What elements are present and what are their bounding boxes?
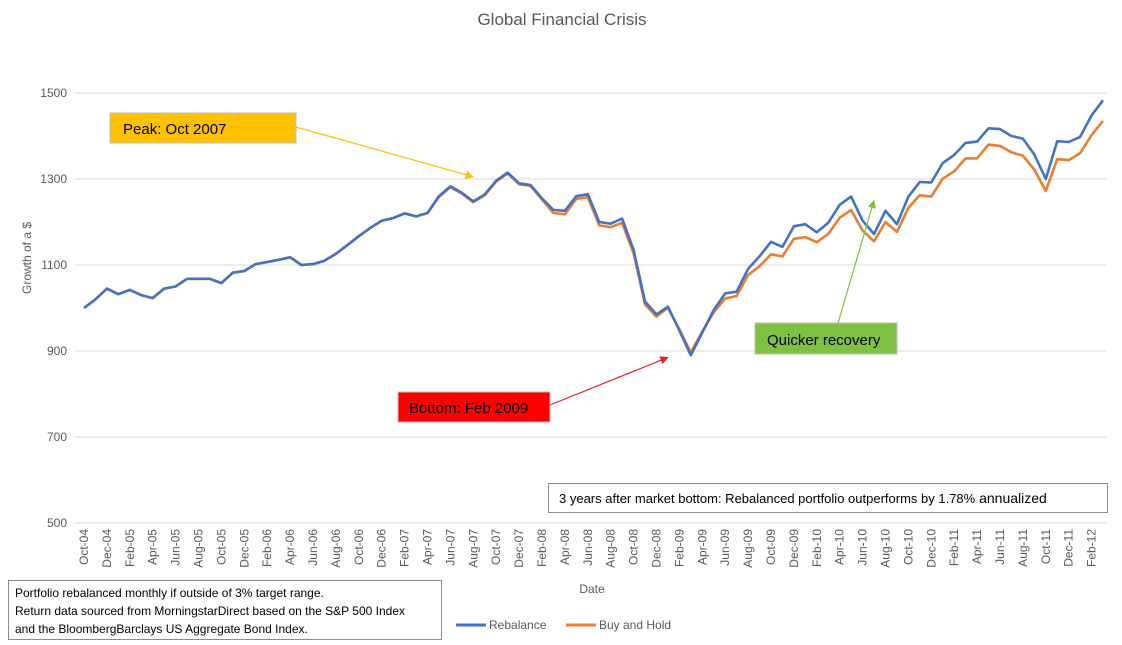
annotation-box xyxy=(109,112,297,144)
note-line-1: Portfolio rebalanced monthly if outside … xyxy=(15,586,324,600)
x-tick-label: Apr-10 xyxy=(833,529,847,565)
x-tick-label: Oct-09 xyxy=(764,529,778,565)
x-tick-label: Feb-09 xyxy=(672,529,686,567)
x-tick-label: Jun-09 xyxy=(718,529,732,566)
x-tick-label: Feb-08 xyxy=(535,529,549,567)
chart-title: Global Financial Crisis xyxy=(477,10,646,29)
y-tick-label: 500 xyxy=(47,516,67,530)
x-tick-label: Oct-08 xyxy=(627,529,641,565)
x-tick-label: Apr-05 xyxy=(146,529,160,565)
annotation-box xyxy=(754,322,898,355)
y-axis-ticks: 500 700 900 1100 1300 1500 xyxy=(40,86,67,530)
x-tick-label: Oct-04 xyxy=(77,529,91,565)
x-axis-label: Date xyxy=(579,582,605,596)
x-tick-label: Dec-08 xyxy=(649,529,663,568)
x-tick-label: Apr-07 xyxy=(420,529,434,565)
note-line-2: Return data sourced from MorningstarDire… xyxy=(15,604,405,618)
x-tick-label: Jun-10 xyxy=(856,529,870,566)
y-tick-label: 700 xyxy=(47,430,67,444)
x-tick-label: Feb-11 xyxy=(947,529,961,566)
x-tick-label: Dec-09 xyxy=(787,529,801,568)
note-line-3: and the BloombergBarclays US Aggregate B… xyxy=(15,622,308,636)
x-tick-label: Dec-10 xyxy=(924,529,938,568)
y-axis-label: Growth of a $ xyxy=(20,222,34,294)
x-tick-label: Feb-10 xyxy=(810,529,824,567)
annotation-box xyxy=(397,391,551,423)
x-tick-label: Aug-09 xyxy=(741,529,755,568)
y-tick-label: 1100 xyxy=(41,258,67,272)
legend: Rebalance Buy and Hold xyxy=(456,618,671,632)
x-tick-label: Feb-05 xyxy=(123,529,137,567)
gridlines xyxy=(75,92,1106,524)
x-tick-label: Oct-11 xyxy=(1039,529,1053,564)
x-tick-label: Oct-10 xyxy=(901,529,915,565)
annotation-arrow xyxy=(295,126,475,179)
x-tick-label: Dec-07 xyxy=(512,529,526,568)
x-tick-label: Jun-07 xyxy=(443,529,457,566)
annotation-arrow xyxy=(549,356,669,406)
series-lines xyxy=(83,99,1105,357)
x-tick-label: Jun-06 xyxy=(306,529,320,566)
annotation-arrow xyxy=(837,199,876,324)
x-tick-label: Jun-11 xyxy=(993,529,1007,565)
annotation-label: Bottom: Feb 2009 xyxy=(409,400,528,417)
legend-label: Rebalance xyxy=(489,618,547,632)
x-tick-label: Apr-08 xyxy=(558,529,572,565)
y-tick-label: 1300 xyxy=(40,172,67,186)
annotation-label: Quicker recovery xyxy=(767,332,881,349)
x-tick-label: Jun-05 xyxy=(169,529,183,566)
summary-suffix: annualized xyxy=(975,490,1047,506)
y-tick-label: 1500 xyxy=(40,86,67,100)
x-tick-label: Aug-05 xyxy=(191,529,205,568)
annotation-label: Peak: Oct 2007 xyxy=(123,121,226,138)
x-tick-label: Aug-06 xyxy=(329,529,343,568)
x-tick-label: Dec-11 xyxy=(1062,529,1076,567)
annotations: Peak: Oct 2007 Bottom: Feb 2009 Quicker re… xyxy=(109,112,898,423)
x-tick-label: Jun-08 xyxy=(581,529,595,566)
legend-label: Buy and Hold xyxy=(599,618,671,632)
x-tick-label: Aug-07 xyxy=(466,529,480,568)
x-tick-label: Dec-06 xyxy=(375,529,389,568)
x-axis-ticks: Oct-04 Dec-04 Feb-05 Apr-05 Jun-05 Aug-05 Oct-… xyxy=(77,529,1099,568)
series-line-buy-and-hold xyxy=(83,120,1105,354)
summary-text: 3 years after market bottom: Rebalanced … xyxy=(559,491,976,506)
x-tick-label: Feb-06 xyxy=(260,529,274,567)
x-tick-label: Oct-05 xyxy=(214,529,228,565)
x-tick-label: Apr-06 xyxy=(283,529,297,565)
x-tick-label: Feb-12 xyxy=(1085,529,1099,567)
x-tick-label: Apr-09 xyxy=(695,529,709,565)
y-tick-label: 900 xyxy=(47,344,67,358)
x-tick-label: Aug-08 xyxy=(604,529,618,568)
x-tick-label: Dec-05 xyxy=(237,529,251,568)
x-tick-label: Oct-07 xyxy=(489,529,503,565)
x-tick-label: Apr-11 xyxy=(970,529,984,564)
x-tick-label: Feb-07 xyxy=(398,529,412,567)
x-tick-label: Aug-11 xyxy=(1016,529,1030,567)
x-tick-label: Aug-10 xyxy=(878,529,892,568)
series-line-rebalance xyxy=(83,99,1105,357)
methodology-note: Portfolio rebalanced monthly if outside … xyxy=(8,580,442,640)
summary-box: 3 years after market bottom: Rebalanced … xyxy=(548,483,1108,513)
x-tick-label: Dec-04 xyxy=(100,529,114,568)
x-tick-label: Oct-06 xyxy=(352,529,366,565)
